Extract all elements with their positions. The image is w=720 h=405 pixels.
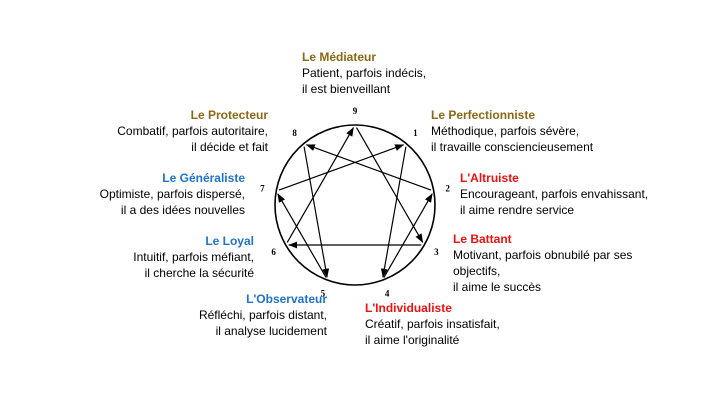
arrow-4-to-2 <box>383 193 433 278</box>
type-desc-perfectionniste-1: Méthodique, parfois sévère, <box>431 124 580 138</box>
arrow-7-to-1 <box>278 144 405 191</box>
type-generaliste: Le Généraliste Optimiste, parfois disper… <box>100 170 245 218</box>
arrow-lines <box>277 127 433 278</box>
type-name-loyal: Le Loyal <box>205 234 254 248</box>
enneagram-circle <box>274 124 436 286</box>
point-label-8: 8 <box>292 128 297 138</box>
type-name-individualiste: L'Individualiste <box>365 301 452 315</box>
arrow-5-to-7 <box>277 193 327 278</box>
type-name-generaliste: Le Généraliste <box>162 171 245 185</box>
point-label-7: 7 <box>260 184 265 194</box>
type-altruiste: L'Altruiste Encourageant, parfois envahi… <box>460 170 648 218</box>
type-name-observateur: L'Observateur <box>246 292 327 306</box>
type-desc-generaliste-2: il a des idées nouvelles <box>120 203 245 217</box>
type-mediateur: Le Médiateur Patient, parfois indécis, i… <box>302 49 426 97</box>
type-desc-individualiste-2: il aime l'originalité <box>365 333 460 347</box>
point-label-2: 2 <box>445 184 450 194</box>
type-desc-altruiste-1: Encourageant, parfois envahissant, <box>460 187 649 201</box>
type-desc-battant-3: il aime le succès <box>453 280 542 294</box>
type-desc-individualiste-1: Créatif, parfois insatisfait, <box>365 317 500 331</box>
type-desc-generaliste-1: Optimiste, parfois dispersé, <box>99 187 245 201</box>
type-desc-protecteur-2: il décide et fait <box>191 140 268 154</box>
point-label-9: 9 <box>353 106 358 116</box>
type-desc-observateur-2: il analyse lucidement <box>215 324 327 338</box>
type-protecteur: Le Protecteur Combatif, parfois autorita… <box>117 107 268 155</box>
type-perfectionniste: Le Perfectionniste Méthodique, parfois s… <box>431 107 593 155</box>
type-desc-mediateur-2: il est bienveillant <box>302 82 391 96</box>
type-name-perfectionniste: Le Perfectionniste <box>431 108 536 122</box>
type-name-altruiste: L'Altruiste <box>460 171 519 185</box>
type-individualiste: L'Individualiste Créatif, parfois insati… <box>365 300 500 348</box>
type-name-battant: Le Battant <box>453 232 512 246</box>
arrow-1-to-4 <box>380 146 407 278</box>
point-label-4: 4 <box>385 288 390 298</box>
type-name-mediateur: Le Médiateur <box>302 50 377 64</box>
arrow-9-to-3 <box>355 127 424 243</box>
point-label-3: 3 <box>434 247 439 257</box>
type-loyal: Le Loyal Intuitif, parfois méfiant, il c… <box>133 233 254 281</box>
point-number-labels: 9 1 2 3 4 5 6 7 8 <box>260 106 450 298</box>
point-label-1: 1 <box>413 128 418 138</box>
type-desc-altruiste-2: il aime rendre service <box>460 203 575 217</box>
type-desc-perfectionniste-2: il travaille consciencieusement <box>431 140 594 154</box>
type-desc-loyal-1: Intuitif, parfois méfiant, <box>133 250 254 264</box>
arrow-6-to-9 <box>286 127 355 243</box>
type-name-protecteur: Le Protecteur <box>190 108 268 122</box>
type-desc-loyal-2: il cherche la sécurité <box>144 266 254 280</box>
arrow-8-to-5 <box>303 146 330 278</box>
point-label-5: 5 <box>321 288 326 298</box>
type-desc-observateur-1: Réfléchi, parfois distant, <box>198 308 327 322</box>
type-observateur: L'Observateur Réfléchi, parfois distant,… <box>199 291 327 339</box>
point-label-6: 6 <box>271 247 276 257</box>
arrow-2-to-8 <box>305 144 432 191</box>
type-desc-protecteur-1: Combatif, parfois autoritaire, <box>117 124 268 138</box>
type-desc-battant-1: Motivant, parfois obnubilé par ses <box>453 248 633 262</box>
type-desc-battant-2: objectifs, <box>453 264 501 278</box>
type-battant: Le Battant Motivant, parfois obnubilé pa… <box>453 231 632 295</box>
type-desc-mediateur-1: Patient, parfois indécis, <box>302 66 427 80</box>
